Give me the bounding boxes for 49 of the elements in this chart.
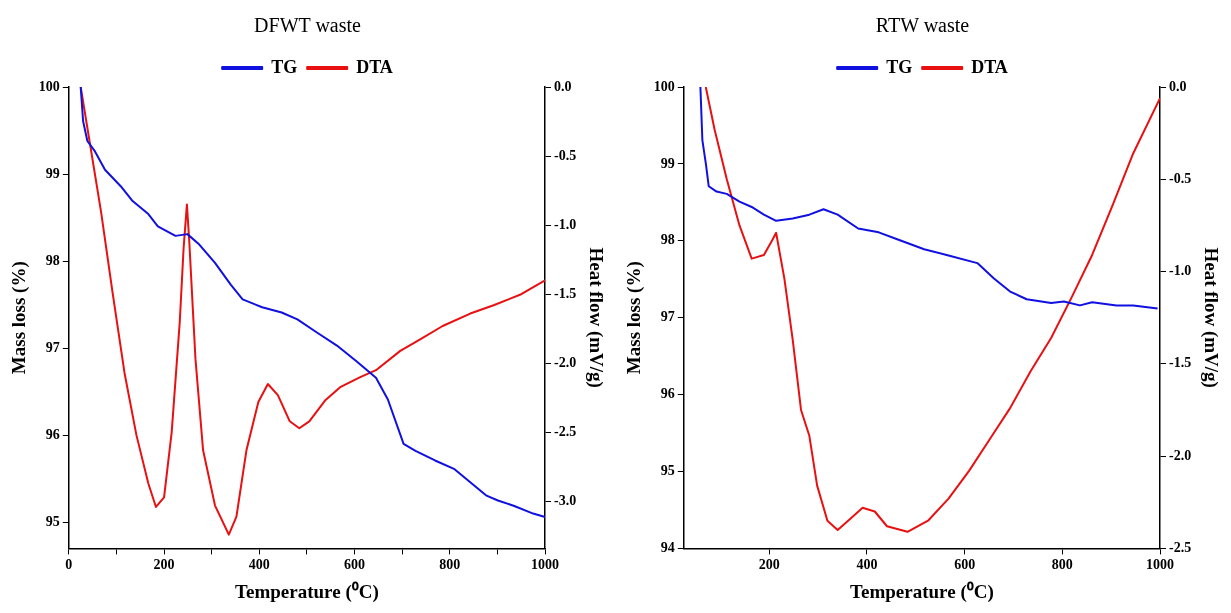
- y-tick-label: 100: [38, 78, 60, 94]
- legend-label: DTA: [356, 56, 393, 77]
- y2-tick-label: -1.0: [1169, 263, 1192, 279]
- y-tick-label: 95: [660, 463, 675, 479]
- y2-tick-label: -1.5: [554, 285, 577, 301]
- legend-label: TG: [271, 56, 298, 77]
- chart-title: DFWT waste: [254, 14, 362, 37]
- y-tick-label: 99: [45, 165, 60, 181]
- y-tick-label: 98: [45, 252, 60, 268]
- x-tick-label: 1000: [1146, 557, 1175, 573]
- y2-tick-label: -0.5: [554, 147, 577, 163]
- y-tick-label: 99: [660, 155, 675, 171]
- x-tick-label: 200: [153, 557, 175, 573]
- y-tick-label: 95: [45, 513, 60, 529]
- y-tick-label: 98: [660, 232, 675, 248]
- y2-tick-label: -1.0: [554, 216, 577, 232]
- y-tick-label: 96: [660, 386, 675, 402]
- y2-tick-label: -3.0: [554, 493, 577, 509]
- x-axis-title: Temperature (⁰C): [235, 580, 379, 603]
- y2-tick-label: -2.5: [1169, 540, 1192, 556]
- chart-title: RTW waste: [875, 14, 970, 37]
- y2-tick-label: -2.0: [1169, 447, 1192, 463]
- y2-tick-label: 0.0: [1169, 78, 1187, 94]
- legend-label: TG: [886, 56, 913, 77]
- y-tick-label: 97: [45, 339, 60, 355]
- x-tick-label: 800: [439, 557, 461, 573]
- x-tick-label: 0: [65, 557, 73, 573]
- y2-tick-label: -1.5: [1169, 355, 1192, 371]
- x-tick-label: 600: [344, 557, 366, 573]
- x-axis-title: Temperature (⁰C): [850, 580, 994, 603]
- legend-label: DTA: [971, 56, 1008, 77]
- y2-tick-label: 0.0: [554, 78, 572, 94]
- y2-tick-label: -2.5: [554, 423, 577, 439]
- y2-tick-label: -0.5: [1169, 170, 1192, 186]
- y-axis-title: Mass loss (%): [8, 261, 31, 375]
- y2-axis-title: Heat flow (mV/g): [584, 247, 607, 388]
- y-tick-label: 94: [660, 540, 675, 556]
- x-tick-label: 1000: [531, 557, 560, 573]
- x-tick-label: 400: [856, 557, 878, 573]
- x-tick-label: 600: [954, 557, 976, 573]
- y-tick-label: 97: [660, 309, 675, 325]
- y2-tick-label: -2.0: [554, 354, 577, 370]
- x-tick-label: 400: [248, 557, 270, 573]
- y2-axis-title: Heat flow (mV/g): [1199, 247, 1222, 388]
- y-axis-title: Mass loss (%): [623, 261, 646, 375]
- x-tick-label: 800: [1051, 557, 1073, 573]
- x-tick-label: 200: [758, 557, 780, 573]
- y-tick-label: 100: [653, 78, 675, 94]
- y-tick-label: 96: [45, 426, 60, 442]
